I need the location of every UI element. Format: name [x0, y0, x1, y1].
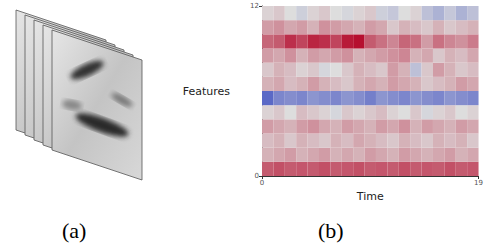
- svg-text:Time: Time: [356, 190, 384, 203]
- svg-text:12: 12: [250, 2, 259, 10]
- html-text:(a): (a): [62, 218, 87, 243]
- html-text:(b): (b): [318, 218, 344, 243]
- svg-text:0: 0: [255, 172, 259, 180]
- svg-text:Features: Features: [183, 85, 231, 98]
- svg-text:0: 0: [260, 179, 264, 187]
- svg-text:19: 19: [474, 179, 483, 187]
